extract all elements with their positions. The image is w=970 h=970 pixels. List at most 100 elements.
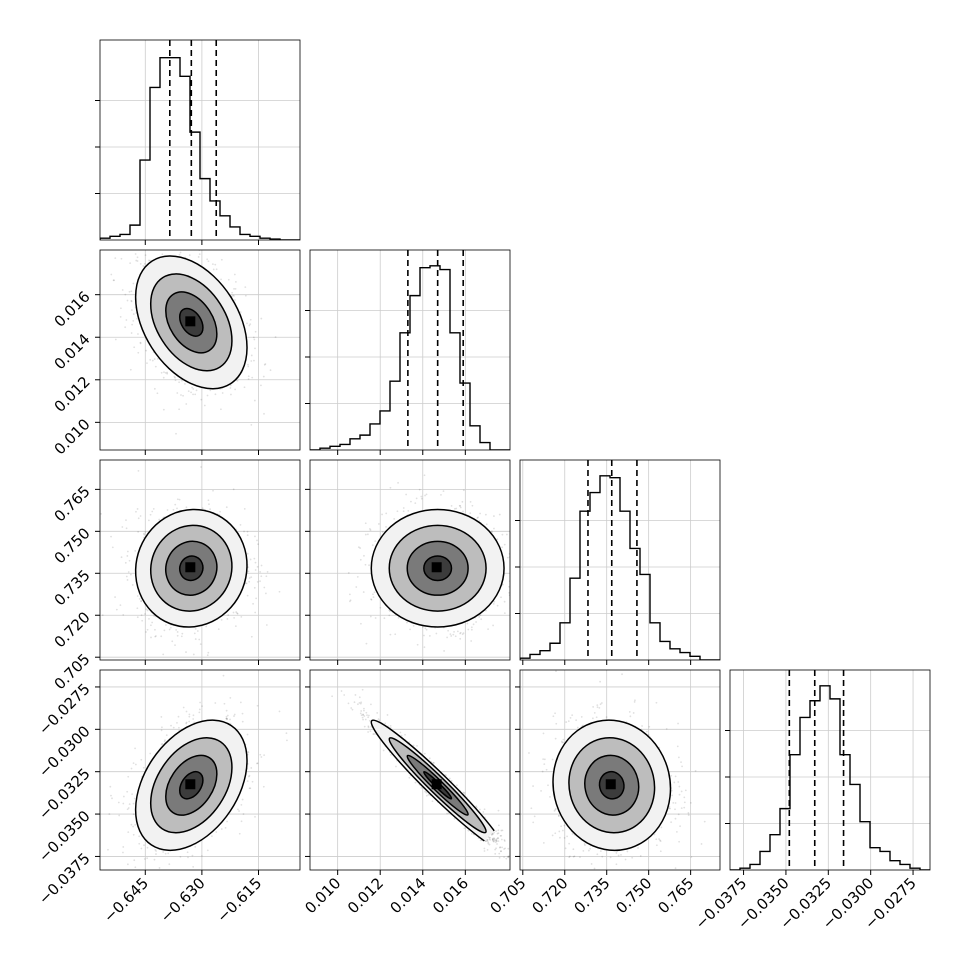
scatter-point [147, 873, 149, 875]
scatter-point [135, 259, 138, 262]
scatter-point [225, 709, 228, 712]
scatter-point [190, 391, 192, 394]
scatter-point [179, 251, 182, 254]
scatter-point [125, 527, 128, 530]
scatter-point [195, 389, 198, 392]
scatter-point [180, 237, 182, 239]
scatter-point [209, 389, 212, 392]
scatter-point [185, 651, 187, 653]
scatter-point [227, 278, 230, 281]
scatter-point [192, 718, 195, 720]
scatter-point [130, 300, 133, 303]
scatter-point [90, 271, 92, 273]
scatter-point [349, 600, 351, 603]
scatter-point [175, 432, 177, 435]
scatter-point [485, 523, 488, 526]
scatter-point [217, 628, 220, 631]
histogram-step-line [310, 265, 510, 450]
scatter-point [232, 294, 234, 297]
scatter-point [181, 632, 184, 635]
scatter-point [459, 632, 461, 635]
scatter-point [178, 253, 181, 256]
scatter-point [139, 515, 142, 517]
scatter-point [119, 604, 122, 607]
scatter-point [512, 575, 514, 577]
scatter-point [113, 279, 115, 282]
scatter-point [424, 627, 427, 630]
scatter-point [266, 571, 269, 573]
panel-frame [309, 459, 511, 661]
scatter-point [137, 351, 140, 354]
scatter-point [181, 884, 183, 886]
scatter-point [249, 558, 252, 561]
scatter-point [244, 286, 247, 288]
scatter-point [203, 404, 206, 407]
scatter-point [136, 317, 138, 320]
histogram-step-line [100, 57, 300, 240]
scatter-point [219, 510, 221, 513]
scatter-point [122, 613, 125, 616]
scatter-point [159, 243, 161, 245]
scatter-point [461, 500, 464, 503]
scatter-point [169, 874, 171, 876]
scatter-point [225, 506, 228, 509]
scatter-point [124, 293, 127, 296]
scatter-point [180, 394, 182, 396]
scatter-point [178, 498, 181, 501]
scatter-point [243, 507, 246, 510]
scatter-point [233, 617, 236, 619]
scatter-point [131, 584, 134, 586]
scatter-point [222, 674, 225, 677]
scatter-point [126, 579, 129, 581]
scatter-point [234, 299, 236, 301]
scatter-point [435, 632, 438, 635]
scatter-point [423, 634, 425, 637]
scatter-point [164, 852, 167, 855]
scatter-point [453, 630, 455, 633]
scatter-point [405, 493, 408, 496]
scatter-point [134, 763, 137, 766]
scatter-point [156, 357, 159, 360]
scatter-point [166, 371, 169, 374]
scatter-point [110, 794, 112, 797]
scatter-point [233, 287, 235, 290]
scatter-point [127, 571, 130, 573]
scatter-point [197, 256, 200, 258]
scatter-point [184, 382, 186, 385]
scatter-point [167, 245, 169, 247]
scatter-point [467, 628, 470, 631]
scatter-point [239, 523, 242, 526]
scatter-point [450, 504, 453, 507]
scatter-point [184, 248, 186, 250]
scatter-point [151, 510, 154, 513]
scatter-point [477, 516, 479, 519]
scatter-panel-2-1 [305, 459, 514, 665]
scatter-point [496, 538, 499, 541]
scatter-point [161, 242, 163, 244]
scatter-point [414, 502, 417, 505]
scatter-point [412, 624, 415, 627]
scatter-point [128, 559, 131, 562]
scatter-point [396, 510, 399, 513]
scatter-point [239, 311, 242, 314]
scatter-point [249, 318, 252, 321]
scatter-point [397, 481, 399, 484]
y-tick-label: 0.014 [51, 330, 94, 373]
scatter-point [253, 557, 256, 560]
scatter-point [440, 493, 442, 496]
scatter-point [249, 323, 252, 326]
scatter-point [145, 608, 148, 611]
scatter-point [166, 509, 169, 511]
scatter-point [247, 365, 250, 368]
scatter-point [233, 713, 236, 716]
scatter-point [188, 713, 191, 716]
scatter-point [114, 596, 116, 598]
scatter-point [246, 322, 248, 325]
scatter-point [247, 570, 250, 573]
scatter-point [453, 507, 456, 510]
scatter-point [130, 309, 133, 311]
scatter-point [369, 529, 372, 531]
scatter-point [179, 220, 181, 222]
scatter-point [238, 810, 240, 812]
